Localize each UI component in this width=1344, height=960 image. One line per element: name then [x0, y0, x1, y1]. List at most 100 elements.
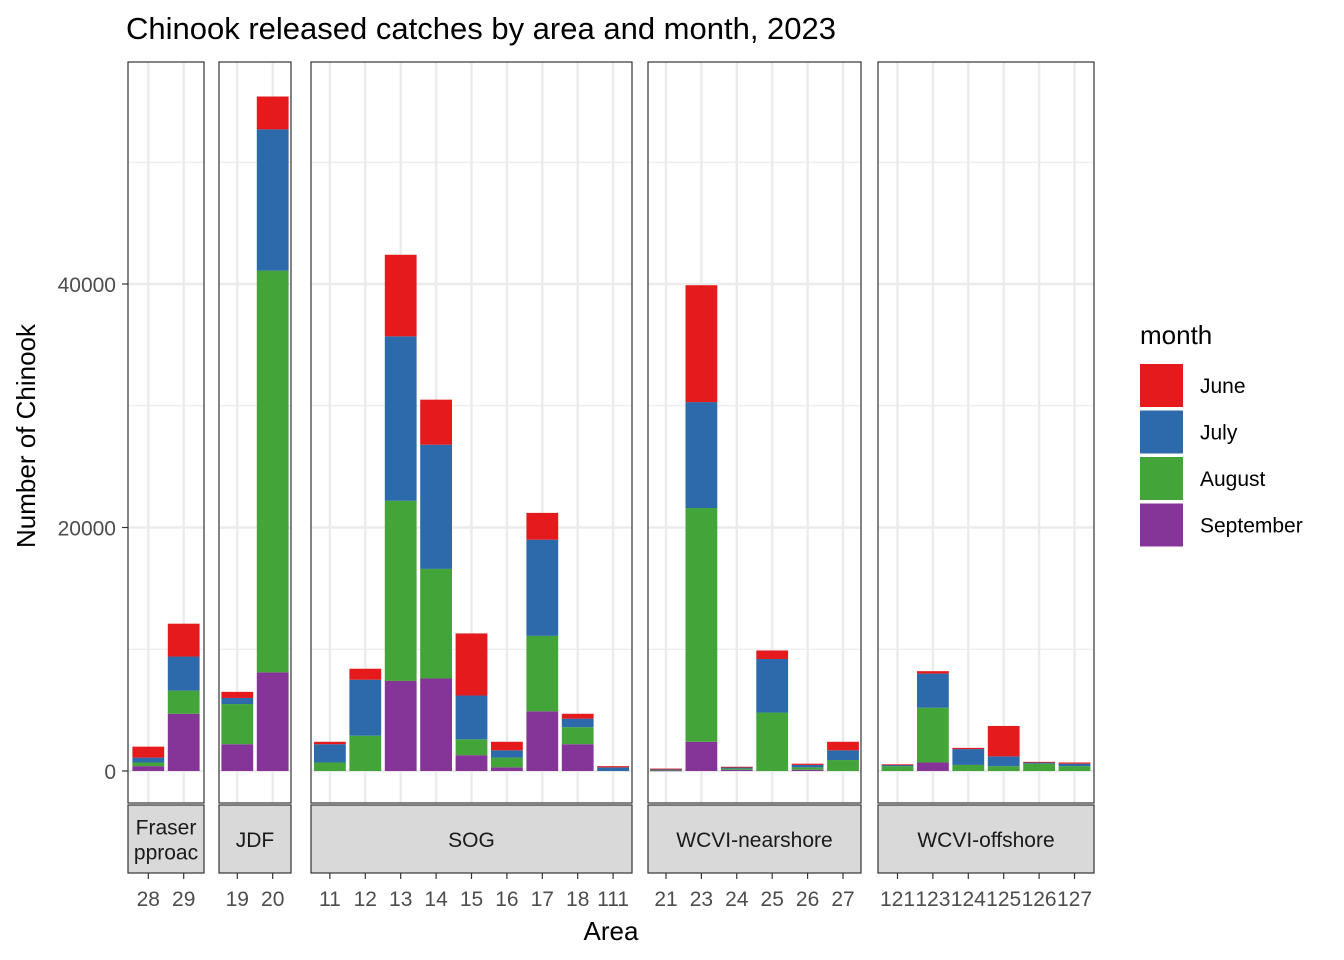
panel-border	[218, 61, 292, 804]
bar-segment-june	[455, 633, 488, 696]
bar-segment-june	[1023, 761, 1055, 763]
x-tick-label: 18	[566, 888, 589, 911]
legend-key-june	[1140, 364, 1183, 407]
legend: month June July August September	[1140, 320, 1303, 547]
bar-segment-july	[349, 679, 382, 736]
bar-segment-august	[314, 762, 346, 771]
bar-segment-june	[384, 254, 417, 337]
x-tick-label: 124	[951, 888, 986, 911]
bar-segment-july	[720, 767, 753, 769]
bar-segment-september	[132, 766, 165, 771]
bar-segment-august	[420, 568, 452, 679]
facet-panel: WCVI-offshore 121 123 124 125 126 127	[877, 61, 1095, 911]
bar-segment-july	[987, 756, 1020, 767]
bar-segment-august	[881, 766, 914, 771]
x-tick-label: 127	[1057, 888, 1092, 911]
panel-background	[648, 62, 861, 803]
facet-panel: JDF 19 20	[218, 61, 292, 911]
panel-border	[647, 61, 862, 804]
bar-segment-july	[791, 764, 824, 768]
x-tick-label: 26	[796, 888, 819, 911]
bar-segment-july	[314, 744, 346, 763]
bar-segment-june	[827, 741, 859, 751]
bar-segment-august	[756, 712, 789, 771]
facet-strip-label: WCVI-nearshore	[676, 829, 832, 852]
bar-segment-june	[167, 623, 200, 657]
bar-segment-august	[1058, 766, 1091, 771]
bar-segment-july	[132, 757, 165, 763]
facet-strip-label: pproac	[134, 842, 198, 865]
x-tick-label: 123	[915, 888, 950, 911]
y-tick-label: 40000	[58, 274, 116, 297]
bar-segment-june	[650, 768, 682, 770]
bar-segment-july	[756, 658, 789, 713]
bar-segment-june	[526, 512, 559, 540]
bar-segment-june	[132, 746, 165, 758]
bar-segment-september	[384, 680, 417, 771]
bar-segment-july	[685, 402, 718, 509]
facet-strip	[127, 804, 205, 874]
bar-segment-september	[256, 672, 289, 771]
facet-strip-label: WCVI-offshore	[917, 829, 1054, 852]
bar-segment-june	[987, 725, 1020, 757]
legend-label-july: July	[1200, 422, 1238, 445]
y-tick-label: 20000	[58, 518, 116, 541]
facet-strip	[877, 804, 1095, 874]
y-axis-title: Number of Chinook	[11, 323, 41, 548]
facet-strip-label: JDF	[236, 829, 275, 852]
bar-segment-july	[384, 336, 417, 501]
facet-panel: SOG 11 12 13 14 15 16 17 18 111	[310, 61, 633, 911]
bar-segment-september	[455, 755, 488, 771]
x-tick-label: 12	[354, 888, 377, 911]
bar-segment-july	[256, 129, 289, 271]
bar-segment-august	[561, 727, 594, 745]
legend-key-july	[1140, 410, 1183, 454]
x-tick-label: 126	[1022, 888, 1057, 911]
bar-segment-september	[491, 767, 523, 771]
bar-segment-august	[491, 757, 523, 768]
panel-border	[310, 61, 633, 804]
bar-segment-september	[526, 711, 559, 771]
x-tick-label: 29	[172, 888, 195, 911]
bar-segment-july	[1058, 763, 1091, 767]
x-tick-label: 13	[389, 888, 412, 911]
bar-segment-june	[256, 96, 289, 130]
x-tick-label: 25	[761, 888, 784, 911]
bar-segment-june	[685, 285, 718, 403]
panel-border	[127, 61, 205, 804]
bar-segment-june	[720, 766, 753, 768]
bar-segment-july	[526, 539, 559, 636]
x-tick-label: 111	[597, 888, 629, 911]
x-tick-label: 23	[690, 888, 713, 911]
bar-segment-august	[167, 690, 200, 714]
bar-segment-august	[384, 500, 417, 681]
bar-segment-august	[256, 270, 289, 673]
panel-background	[878, 62, 1094, 803]
bar-segment-september	[917, 762, 949, 771]
bar-segment-june	[1058, 762, 1091, 764]
bar-segment-july	[917, 673, 949, 708]
bar-segment-july	[952, 749, 985, 765]
legend-label-june: June	[1200, 375, 1246, 398]
x-tick-label: 11	[319, 888, 341, 911]
bar-segment-september	[561, 744, 594, 771]
bar-segment-june	[597, 766, 629, 768]
bar-segment-august	[455, 739, 488, 756]
bar-segment-august	[650, 769, 682, 771]
bar-segment-july	[1023, 762, 1055, 764]
bar-segment-august	[685, 508, 718, 742]
bar-segment-july	[167, 656, 200, 691]
bar-segment-june	[314, 741, 346, 745]
bar-segment-june	[952, 747, 985, 750]
x-tick-label: 27	[831, 888, 854, 911]
bar-segment-september	[221, 744, 254, 771]
bar-segment-september	[791, 769, 824, 771]
bar-segment-july	[561, 718, 594, 728]
bar-segment-july	[881, 764, 914, 767]
bar-segment-august	[917, 707, 949, 763]
facet-strip	[647, 804, 862, 874]
bar-segment-august	[132, 762, 165, 767]
x-tick-label: 17	[531, 888, 554, 911]
